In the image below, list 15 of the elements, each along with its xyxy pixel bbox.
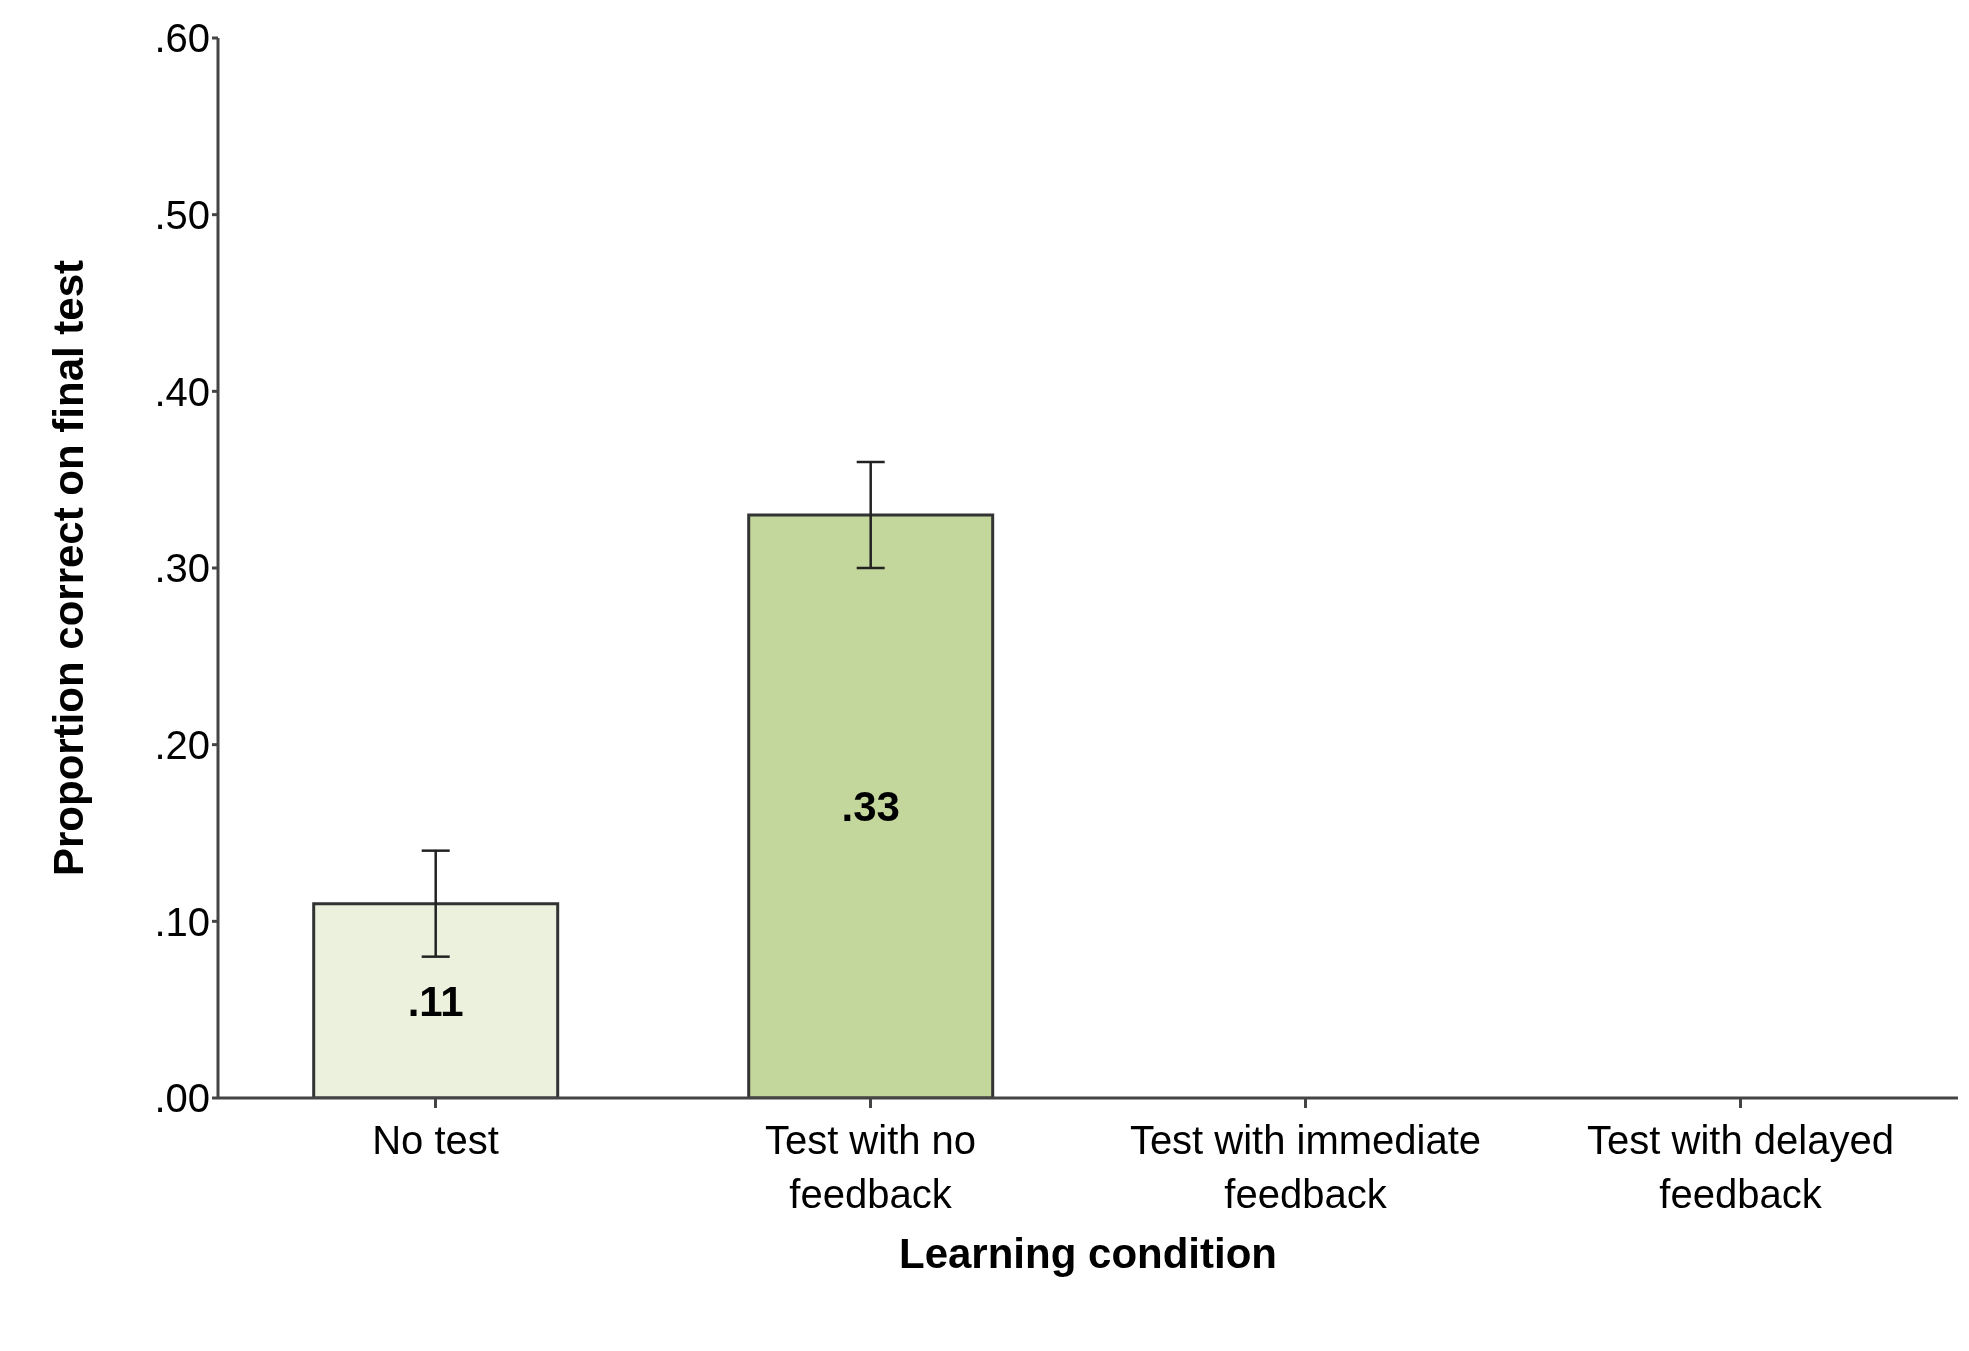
y-tick-label: .10 [154, 899, 210, 944]
y-tick-label: .20 [154, 722, 210, 767]
x-axis-title: Learning condition [899, 1230, 1277, 1277]
y-tick-label: .60 [154, 16, 210, 61]
data-label: .33 [841, 783, 900, 831]
y-tick-label: .00 [154, 1076, 210, 1121]
x-tick-label: Test with no feedback [764, 1118, 977, 1216]
y-tick-label: .30 [154, 546, 210, 591]
x-tick-label: Test with immediate feedback [1129, 1118, 1482, 1216]
x-tick-label: Test with delayed feedback [1587, 1118, 1894, 1216]
data-label: .11 [407, 977, 464, 1025]
y-tick-label: .50 [154, 192, 210, 237]
y-axis-title: Proportion correct on final test [44, 259, 92, 877]
y-tick-label: .40 [154, 369, 210, 414]
x-tick-label: No test [372, 1118, 499, 1162]
